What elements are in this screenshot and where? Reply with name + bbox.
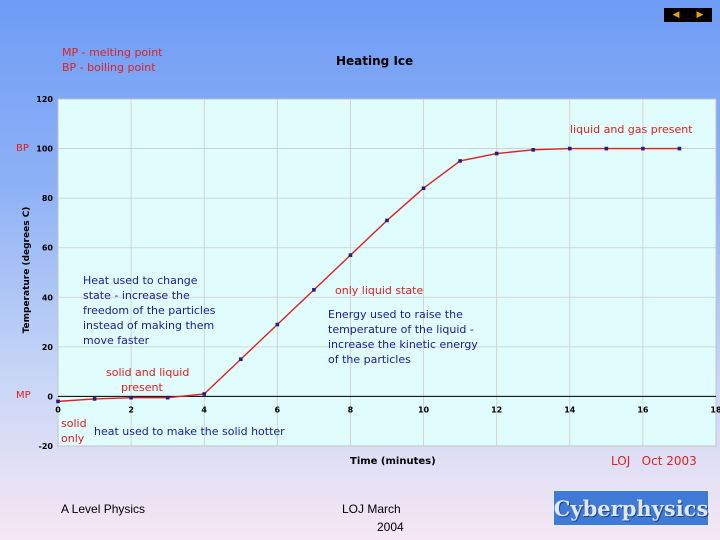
data-point — [421, 186, 426, 191]
note-line: temperature of the liquid - — [328, 323, 474, 336]
note-line: increase the kinetic energy — [328, 338, 478, 351]
bp-marker: BP — [16, 143, 29, 154]
series-line — [57, 147, 680, 403]
data-point — [92, 397, 97, 401]
y-tick-label: 120 — [36, 95, 53, 104]
annotation-energy-liquid: Energy used to raise the temperature of … — [328, 307, 478, 367]
y-tick-label: -20 — [39, 442, 54, 451]
data-point — [348, 253, 353, 257]
note-line: Heat used to change — [83, 274, 198, 287]
legend-melting-point: MP - melting point — [62, 46, 163, 59]
y-tick-label: 20 — [42, 343, 54, 352]
back-arrow-icon[interactable]: ◀ — [672, 10, 680, 20]
annotation-solid-liquid-2: present — [121, 381, 163, 394]
x-tick-label: 12 — [491, 405, 502, 414]
y-tick-label: 100 — [36, 145, 53, 154]
data-point — [641, 146, 645, 151]
annotation-liquid-gas: liquid and gas present — [570, 123, 693, 136]
annotation-solid-only-2: only — [61, 432, 85, 445]
data-point — [567, 146, 572, 151]
data-point — [677, 146, 682, 151]
data-point — [494, 151, 499, 156]
annotation-heat-solid: heat used to make the solid hotter — [94, 425, 285, 438]
credit-text: LOJ Oct 2003 — [611, 454, 697, 468]
note-line: Energy used to raise the — [328, 308, 463, 321]
y-tick-label: 80 — [42, 194, 54, 203]
note-line: move faster — [83, 334, 150, 347]
x-tick-label: 18 — [710, 405, 720, 414]
x-tick-label: 16 — [637, 405, 649, 414]
data-point — [312, 288, 316, 292]
annotation-solid-only-1: solid — [61, 417, 87, 430]
note-line: instead of making them — [83, 319, 215, 332]
legend-boiling-point: BP - boiling point — [62, 61, 156, 74]
data-point — [385, 218, 389, 223]
annotation-solid-liquid-1: solid and liquid — [106, 366, 190, 379]
note-line: of the particles — [328, 353, 411, 366]
note-line: freedom of the particles — [83, 304, 216, 317]
footer-left: A Level Physics — [61, 502, 146, 516]
note-line: state - increase the — [83, 289, 190, 302]
y-axis-label: Temperature (degrees C) — [22, 206, 32, 334]
data-point — [129, 395, 133, 400]
forward-arrow-icon[interactable]: ▶ — [696, 10, 704, 20]
data-point — [531, 148, 536, 152]
y-tick-label: 0 — [47, 392, 53, 401]
mp-marker: MP — [16, 390, 31, 401]
x-tick-label: 4 — [201, 405, 207, 414]
footer-center-1: LOJ March — [342, 502, 401, 516]
footer-center-2: 2004 — [377, 520, 404, 534]
x-axis-label: Time (minutes) — [350, 456, 436, 467]
x-tick-label: 6 — [275, 405, 281, 414]
data-point — [202, 392, 207, 396]
data-point — [458, 159, 462, 163]
slide-nav-buttons[interactable]: ◀ ▶ — [664, 8, 712, 22]
data-point — [275, 322, 280, 327]
chart-title: Heating Ice — [336, 54, 414, 68]
data-point — [165, 395, 170, 400]
x-tick-label: 14 — [564, 405, 576, 414]
annotation-only-liquid: only liquid state — [335, 284, 424, 297]
cyberphysics-logo: Cyberphysics — [553, 490, 709, 526]
y-tick-label: 60 — [42, 244, 54, 253]
y-tick-label: 40 — [42, 293, 54, 302]
x-tick-label: 10 — [418, 405, 430, 414]
data-point — [56, 399, 60, 404]
annotation-heat-change: Heat used to change state - increase the… — [83, 273, 215, 348]
data-point — [238, 357, 243, 362]
x-tick-label: 2 — [128, 405, 134, 414]
data-point — [604, 146, 609, 151]
x-tick-label: 0 — [55, 405, 61, 414]
x-tick-label: 8 — [348, 405, 354, 414]
